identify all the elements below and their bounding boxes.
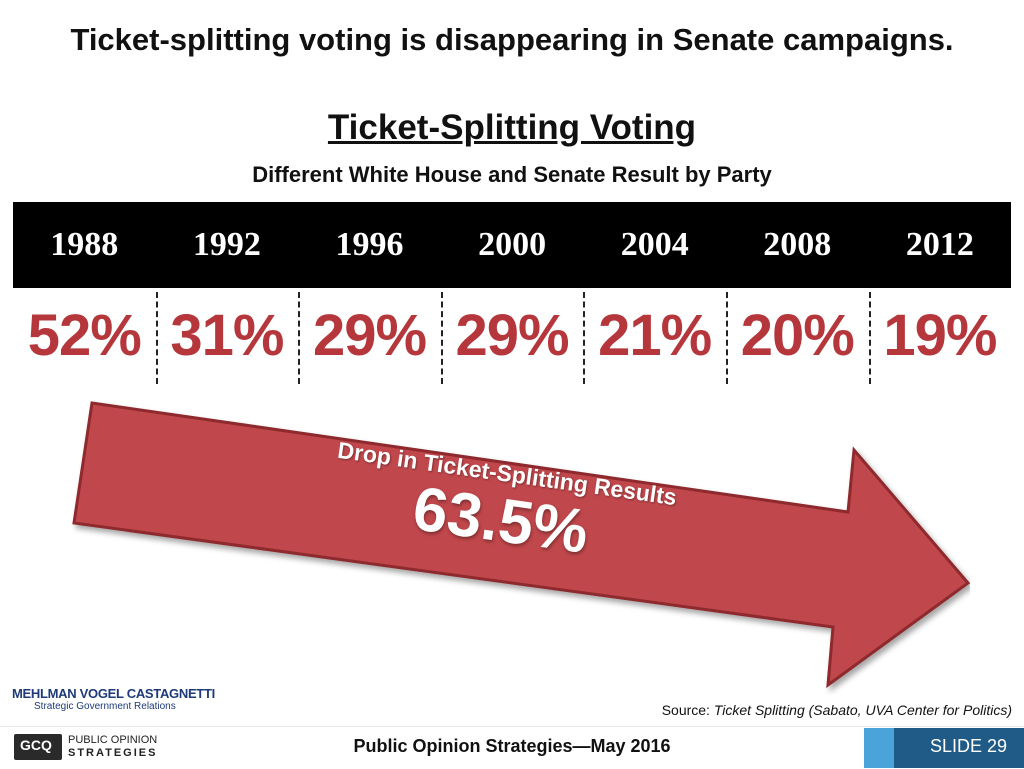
year-header-band [13,202,1011,288]
pos-logo-line1: PUBLIC OPINION [68,734,158,746]
year-label: 2008 [763,226,832,263]
slide-title: Ticket-splitting voting is disappearing … [70,22,954,57]
footer-text: Public Opinion Strategies—May 2016 [353,736,671,756]
source-note: Source: Ticket Splitting (Sabato, UVA Ce… [662,702,1012,718]
mehlman-logo-name: MEHLMAN VOGEL CASTAGNETTI [12,686,215,701]
year-label: 1996 [335,226,404,263]
year-label: 2004 [620,226,689,263]
drop-arrow [72,401,970,689]
percent-value: 29% [312,303,427,368]
column-divider [298,292,300,384]
year-label: 1988 [50,226,119,263]
slide-number: SLIDE 29 [930,736,1008,756]
column-divider [441,292,443,384]
column-divider [726,292,728,384]
year-label: 1992 [192,226,261,263]
mehlman-logo-subtitle: Strategic Government Relations [34,701,176,712]
column-divider [583,292,585,384]
percent-value: 29% [455,303,570,368]
percent-value: 52% [27,303,142,368]
percent-value: 20% [740,303,855,368]
column-divider [156,292,158,384]
chart-title: Ticket-Splitting Voting [327,108,697,147]
source-text: Ticket Splitting (Sabato, UVA Center for… [713,702,1012,718]
pos-logo-line2: STRATEGIES [68,747,158,759]
mehlman-logo: MEHLMAN VOGEL CASTAGNETTI Strategic Gove… [12,686,215,722]
percent-value: 31% [170,303,284,368]
slide-tab-accent [864,728,894,768]
pos-logo: GCQ PUBLIC OPINION STRATEGIES [14,732,164,762]
year-label: 2012 [905,226,974,263]
percent-value: 19% [883,303,997,368]
chart-subtitle: Different White House and Senate Result … [252,162,772,187]
percent-value: 21% [598,303,712,368]
footer-bar [0,726,1024,769]
pos-logo-mark [14,734,62,760]
column-divider [869,292,871,384]
source-prefix: Source: [661,702,714,718]
year-label: 2000 [478,226,547,263]
pos-logo-mark-text: GCQ [20,737,52,753]
slide-number-tab [894,728,1024,768]
